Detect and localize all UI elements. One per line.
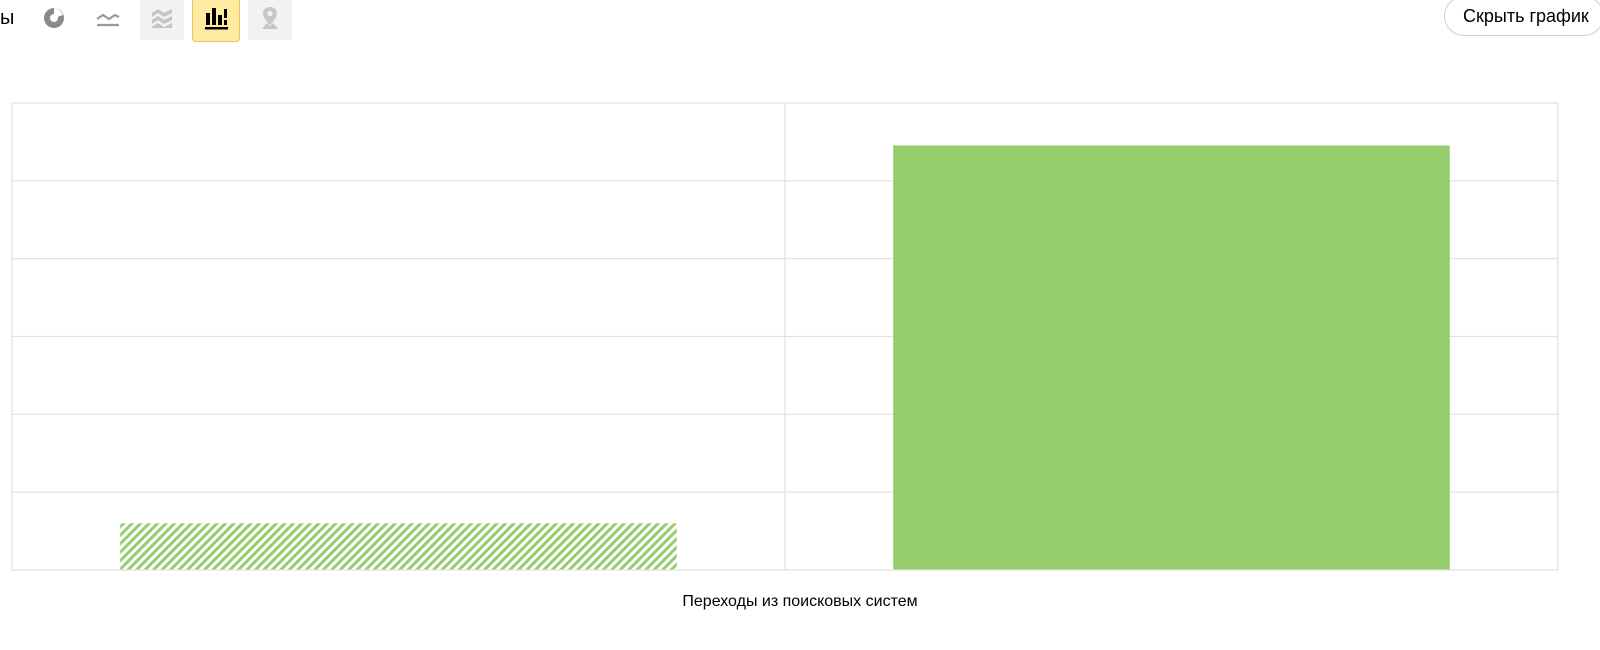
bar-chart-icon	[203, 5, 229, 36]
bar-1[interactable]	[120, 523, 677, 570]
hide-chart-button[interactable]: Скрыть график	[1444, 0, 1600, 36]
line-chart-button[interactable]	[86, 0, 130, 40]
map-pin-icon	[258, 5, 282, 36]
x-axis-label: Переходы из поисковых систем	[682, 593, 918, 610]
pie-chart-button[interactable]	[32, 0, 76, 40]
toolbar-partial-label: ы	[0, 7, 15, 29]
plot-frame	[11, 102, 1559, 571]
stacked-area-button[interactable]	[140, 0, 184, 40]
map-button[interactable]	[248, 0, 292, 40]
stacked-area-icon	[149, 5, 175, 36]
bar-chart-button[interactable]	[192, 0, 240, 42]
bar-2[interactable]	[893, 145, 1450, 571]
pie-chart-icon	[42, 6, 66, 35]
chart-toolbar: ы	[0, 0, 1600, 44]
line-chart-icon	[95, 6, 121, 35]
